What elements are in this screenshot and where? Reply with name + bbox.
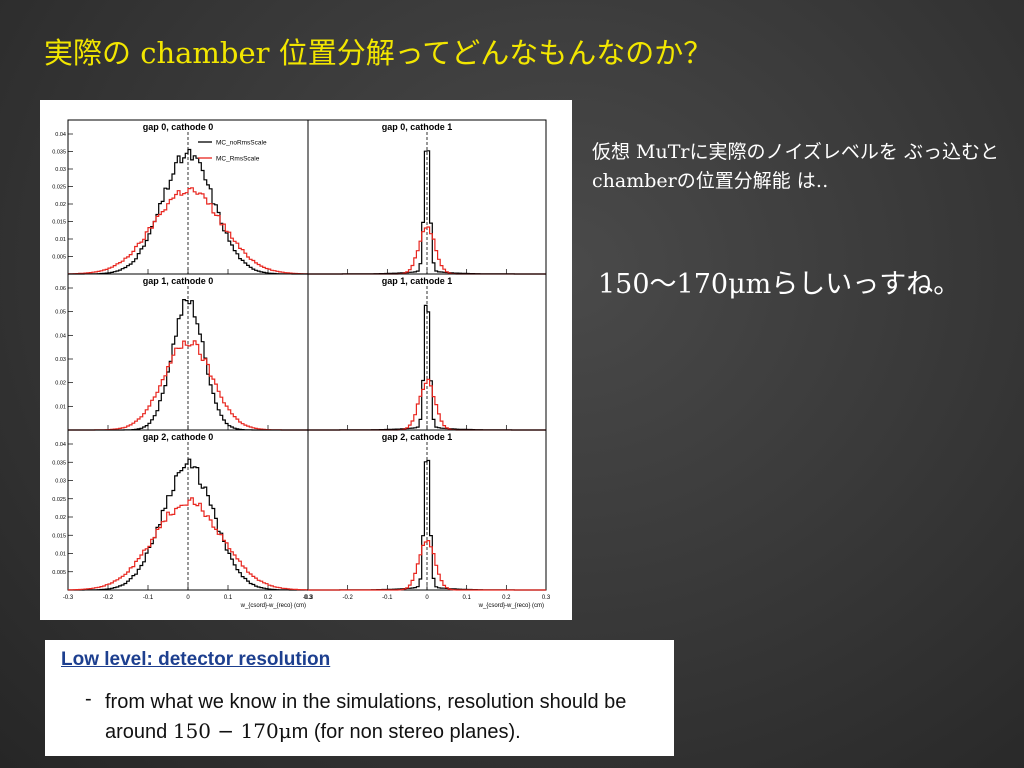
x-tick-label: 0.3	[304, 595, 313, 601]
x-tick-label: 0.1	[224, 595, 233, 601]
bullet-dash: -	[85, 688, 92, 710]
y-tick-label-0: 0.03	[55, 167, 66, 173]
series-MC_RmsScale-0	[68, 187, 308, 275]
x-tick-label: -0.1	[382, 595, 393, 601]
box-math: 150 − 170μ	[172, 719, 292, 743]
series-MC_RmsScale-2	[68, 340, 308, 431]
series-MC_noRmsScale-0	[68, 148, 308, 275]
histogram-grid: gap 0, cathode 0 0.005 0.01 0.015 0.02 0.025 0…	[40, 100, 572, 620]
y-tick-label-0: 0.02	[55, 202, 66, 208]
box-text-after: m (for non stereo planes).	[291, 721, 521, 743]
y-tick-label-4: 0.035	[52, 460, 66, 466]
panel-title-0: gap 0, cathode 0	[143, 122, 214, 132]
x-tick-label: -0.3	[303, 595, 314, 601]
x-tick-label: 0.1	[462, 595, 471, 601]
series-MC_noRmsScale-2	[68, 299, 308, 431]
y-tick-label-2: 0.01	[55, 404, 66, 410]
legend-label-0: MC_noRmsScale	[216, 140, 267, 147]
x-tick-label: 0.2	[502, 595, 511, 601]
box-text-before: from what we know in the simulations, re…	[105, 691, 627, 743]
y-tick-label-4: 0.015	[52, 533, 66, 539]
x-axis-label: w_{csord}-w_{reco} (cm)	[478, 603, 544, 609]
panel-title-4: gap 2, cathode 0	[143, 432, 214, 442]
x-tick-label: 0	[186, 595, 190, 601]
panel-title-2: gap 1, cathode 0	[143, 276, 214, 286]
panel-title-1: gap 0, cathode 1	[382, 122, 453, 132]
y-tick-label-0: 0.04	[55, 132, 66, 138]
panel-title-3: gap 1, cathode 1	[382, 276, 453, 286]
x-tick-label: 0.2	[264, 595, 273, 601]
legend-label-1: MC_RmsScale	[216, 156, 260, 163]
x-tick-label: 0	[425, 595, 429, 601]
y-tick-label-4: 0.005	[52, 570, 66, 576]
y-tick-label-0: 0.035	[52, 150, 66, 156]
x-tick-label: -0.2	[342, 595, 353, 601]
series-MC_RmsScale-5	[308, 540, 546, 591]
resolution-highlight: 150〜170μmらしいっすね。	[598, 269, 961, 300]
y-tick-label-2: 0.03	[55, 357, 66, 363]
series-MC_noRmsScale-4	[68, 458, 308, 591]
y-tick-label-0: 0.015	[52, 220, 66, 226]
y-tick-label-2: 0.06	[55, 286, 66, 292]
resolution-box: Low level: detector resolution - from wh…	[45, 640, 674, 756]
y-tick-label-2: 0.05	[55, 310, 66, 316]
y-tick-label-4: 0.04	[55, 442, 66, 448]
y-tick-label-4: 0.02	[55, 515, 66, 521]
box-text: from what we know in the simulations, re…	[105, 688, 665, 747]
y-tick-label-2: 0.04	[55, 333, 66, 339]
y-tick-label-4: 0.03	[55, 479, 66, 485]
histogram-svg: gap 0, cathode 0 0.005 0.01 0.015 0.02 0.025 0…	[52, 119, 551, 609]
y-tick-label-0: 0.025	[52, 185, 66, 191]
y-tick-label-0: 0.005	[52, 255, 66, 261]
x-tick-label: 0.3	[542, 595, 551, 601]
x-tick-label: -0.2	[103, 595, 114, 601]
x-axis-label: w_{csord}-w_{reco} (cm)	[240, 603, 306, 609]
x-tick-label: -0.3	[63, 595, 74, 601]
box-title: Low level: detector resolution	[61, 649, 331, 670]
series-MC_RmsScale-4	[68, 497, 308, 591]
y-tick-label-4: 0.025	[52, 497, 66, 503]
panel-title-5: gap 2, cathode 1	[382, 432, 453, 442]
x-tick-label: -0.1	[143, 595, 154, 601]
y-tick-label-2: 0.02	[55, 381, 66, 387]
note-text: 仮想 MuTrに実際のノイズレベルを ぶっ込むとchamberの位置分解能 は‥	[592, 141, 999, 192]
y-tick-label-0: 0.01	[55, 237, 66, 243]
slide-title: 実際の chamber 位置分解ってどんなもんなのか？	[44, 36, 713, 70]
y-tick-label-4: 0.01	[55, 552, 66, 558]
